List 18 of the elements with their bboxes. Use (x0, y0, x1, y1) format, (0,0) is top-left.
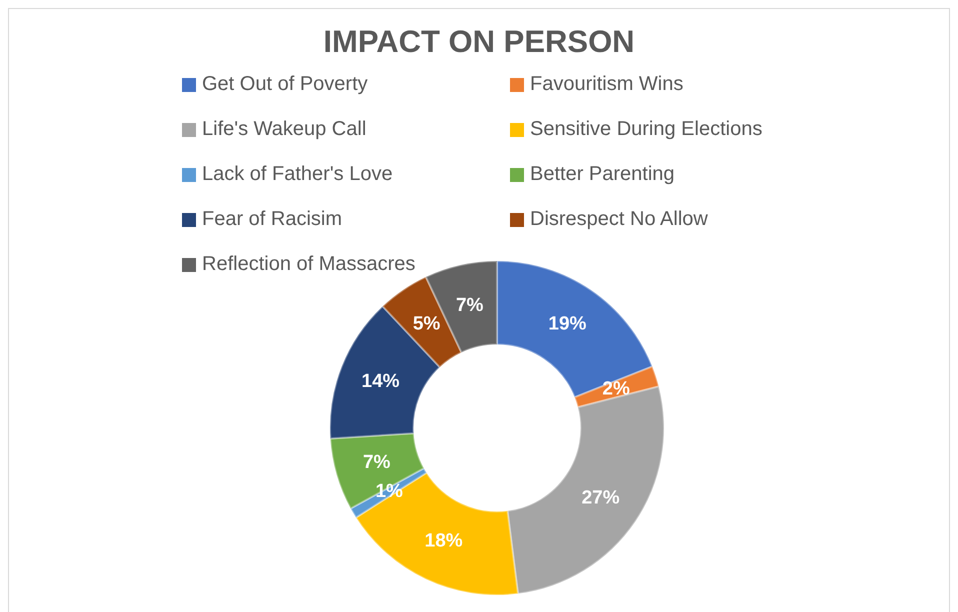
legend-label: Reflection of Massacres (202, 253, 416, 276)
legend-label: Disrespect No Allow (530, 208, 708, 231)
legend-label: Better Parenting (530, 163, 675, 186)
chart-title: IMPACT ON PERSON (322, 24, 636, 60)
data-label: 14% (362, 371, 400, 392)
data-label: 7% (362, 452, 391, 474)
legend-label: Sensitive During Elections (530, 118, 762, 141)
data-label: 19% (548, 314, 587, 335)
legend-label: Favouritism Wins (530, 73, 684, 96)
data-label: 2% (602, 378, 630, 400)
data-label: 27% (582, 488, 620, 509)
legend-label: Fear of Racisim (202, 208, 342, 231)
legend-label: Lack of Father's Love (202, 163, 393, 186)
data-label: 18% (424, 530, 463, 552)
data-label: 5% (412, 314, 440, 335)
data-label: 7% (456, 295, 484, 316)
legend-label: Life's Wakeup Call (202, 118, 366, 141)
legend-label: Get Out of Poverty (202, 73, 368, 96)
